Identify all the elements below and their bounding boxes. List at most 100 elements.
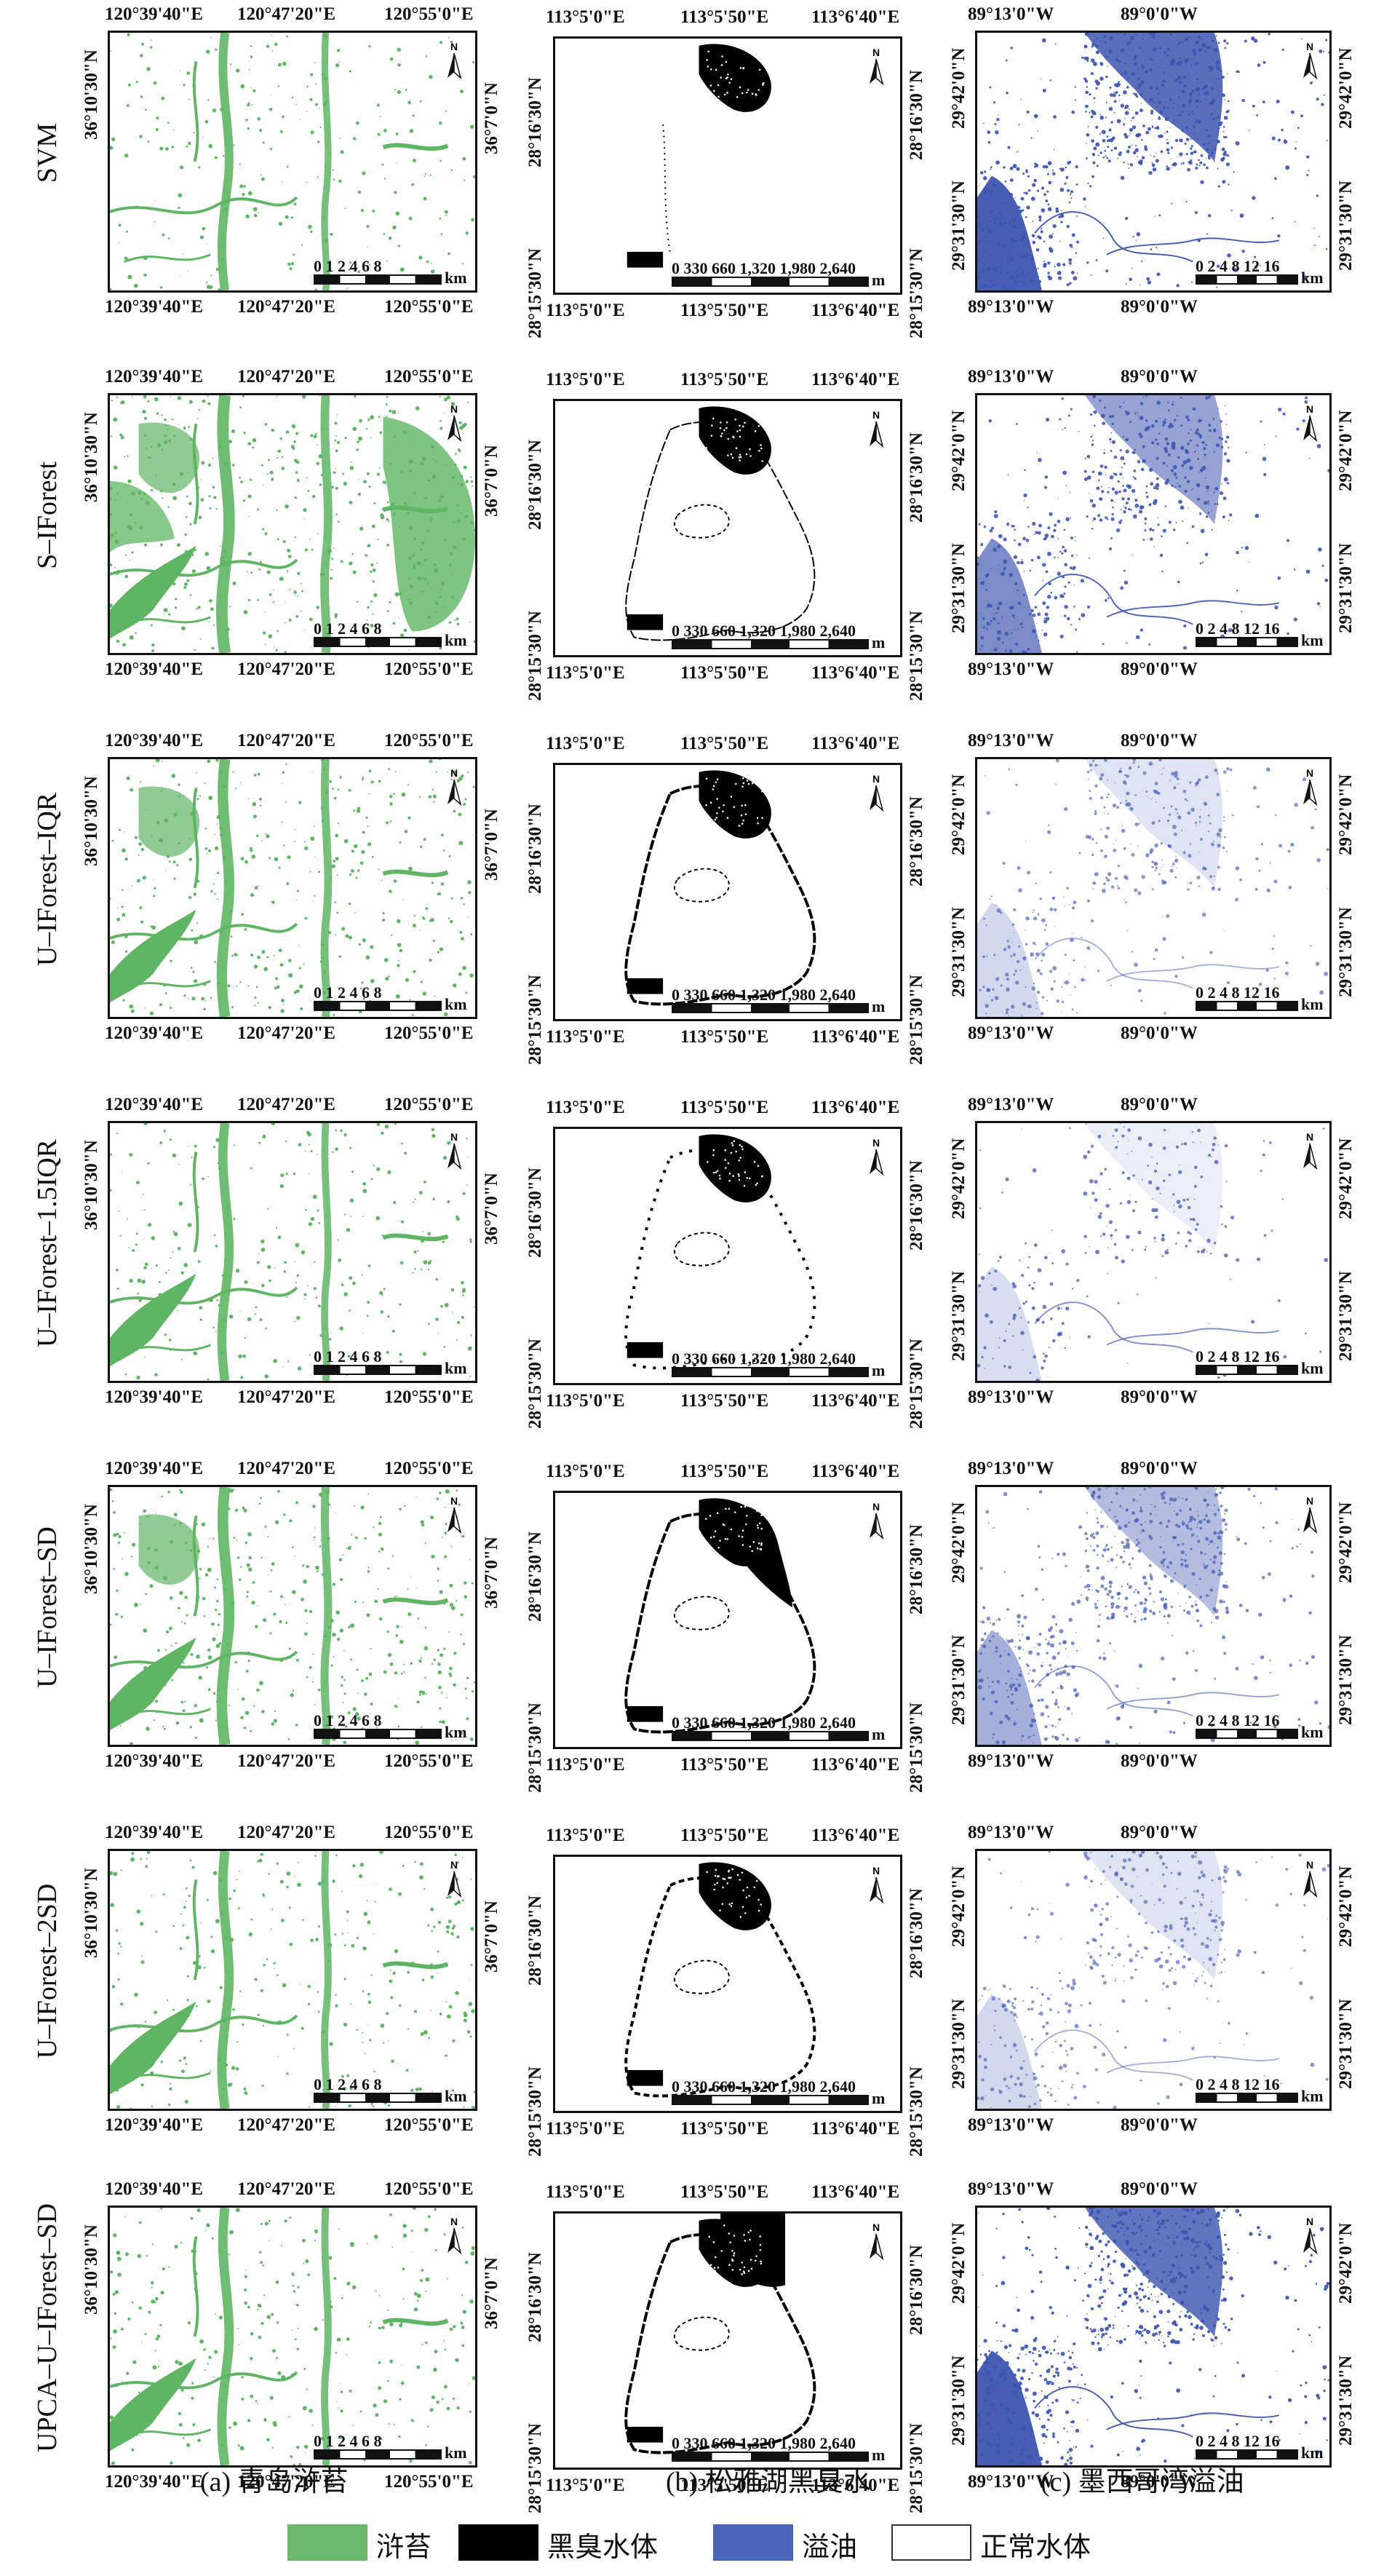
north-arrow-icon: N (442, 1858, 466, 1899)
scale-bar: 0 2 4 8 12 16 km (1196, 257, 1329, 287)
coord-left-c: 29°42'0"N (949, 1138, 969, 1219)
scale-bar-ticks: 0 1 2 4 6 8 (314, 619, 382, 638)
coord-top-b: 113°6'40"E (811, 7, 900, 27)
coord-top-b: 113°5'50"E (680, 1826, 769, 1845)
coord-top-c: 89°0'0"W (1121, 367, 1198, 387)
svg-text:N: N (872, 773, 880, 785)
coord-top-c: 89°0'0"W (1121, 731, 1198, 750)
coord-right-b: 28°15'30"N (907, 611, 926, 701)
scale-bar-ticks: 0 330 660 1,320 1,980 2,640 (672, 1713, 856, 1732)
map-blackwater (624, 1134, 816, 1370)
svg-text:N: N (1306, 41, 1313, 52)
coord-top-c: 89°0'0"W (1121, 2179, 1198, 2199)
coord-right-a: 36°7'0"N (482, 809, 501, 881)
coord-top-b: 113°5'0"E (546, 7, 625, 27)
scale-bar-unit: km (1301, 269, 1324, 287)
coord-left-b: 28°15'30"N (525, 248, 545, 338)
legend-label-normal-water: 正常水体 (980, 2532, 1091, 2563)
coord-bottom-c: 89°13'0"W (968, 1023, 1054, 1043)
legend: 浒苔 黑臭水体 溢油 正常水体 (0, 2521, 1376, 2565)
coord-right-c: 29°31'30"N (1336, 543, 1356, 633)
map-frame: N 0 330 660 1,320 1,980 2,640 m (553, 763, 902, 1021)
scale-bar-ticks: 0 1 2 4 6 8 (314, 983, 382, 1002)
coord-bottom-b: 113°5'50"E (680, 2119, 769, 2139)
scale-bar-graphic (314, 1729, 442, 1739)
coord-top-a: 120°55'0"E (384, 1459, 474, 1478)
coord-right-c: 29°31'30"N (1336, 1999, 1356, 2089)
north-arrow-icon: N (864, 46, 888, 87)
coord-bottom-c: 89°13'0"W (968, 1751, 1054, 1771)
coord-left-c: 29°31'30"N (949, 181, 969, 271)
coord-left-b: 28°15'30"N (525, 2423, 545, 2513)
coord-bottom-a: 120°39'40"E (105, 297, 203, 317)
scale-bar-graphic (672, 1367, 869, 1377)
legend-swatch-oil (713, 2524, 793, 2561)
scale-bar-unit: m (872, 2446, 886, 2464)
method-label: U–IForest–2SD (0, 1818, 95, 2124)
coord-top-b: 113°5'50"E (680, 734, 769, 753)
north-arrow-icon: N (864, 408, 888, 449)
svg-text:N: N (450, 1495, 458, 1507)
coord-left-b: 28°15'30"N (525, 1703, 545, 1793)
coord-top-a: 120°39'40"E (105, 1823, 203, 1842)
coord-top-a: 120°55'0"E (384, 1095, 474, 1114)
scale-bar-ticks: 0 1 2 4 6 8 (314, 1347, 382, 1366)
result-row: U–IForest–IQR N 0 1 2 4 6 8 km 120°39'40"E 12… (0, 726, 1376, 1076)
scale-bar-graphic (672, 1731, 869, 1741)
map-algae (110, 759, 475, 1017)
scale-bar-graphic (672, 2095, 869, 2105)
scale-bar: 0 330 660 1,320 1,980 2,640 m (672, 259, 900, 289)
coord-top-b: 113°5'0"E (546, 1462, 625, 1481)
coord-top-b: 113°5'50"E (680, 7, 769, 27)
scale-bar: 0 1 2 4 6 8 km (314, 1711, 474, 1741)
coord-right-c: 29°31'30"N (1336, 1271, 1356, 1361)
coord-bottom-b: 113°5'50"E (680, 2476, 769, 2495)
scale-bar: 0 330 660 1,320 1,980 2,640 m (672, 1350, 900, 1379)
map-oil (977, 1851, 1329, 2109)
method-label: U–IForest–1.5IQR (0, 1090, 95, 1396)
coord-top-c: 89°13'0"W (968, 731, 1054, 750)
map-frame: N 0 1 2 4 6 8 km (108, 393, 477, 655)
north-arrow-icon: N (1297, 1130, 1322, 1171)
panel-oil: N 0 2 4 8 12 16 km 89°13'0"W 89°0'0"W 89°13'0… (946, 726, 1376, 1076)
scale-bar-graphic (314, 2449, 442, 2460)
map-blackwater (625, 406, 816, 641)
north-arrow-icon: N (1297, 766, 1322, 807)
scale-bar-graphic (314, 637, 442, 647)
method-label-text: U–IForest–IQR (32, 792, 63, 967)
method-label: U–IForest–SD (0, 1454, 95, 1760)
coord-right-a: 36°7'0"N (482, 1537, 501, 1609)
scale-bar: 0 1 2 4 6 8 km (314, 1347, 474, 1377)
map-frame: N 0 1 2 4 6 8 km (108, 1849, 477, 2111)
coord-right-c: 29°31'30"N (1336, 1635, 1356, 1725)
coord-left-a: 36°10'30"N (81, 1868, 101, 1958)
scale-bar-graphic (672, 2452, 869, 2462)
coord-left-c: 29°42'0"N (949, 2222, 969, 2304)
coord-bottom-a: 120°39'40"E (105, 659, 203, 679)
coord-right-b: 28°16'30"N (907, 796, 926, 887)
map-frame: N 0 2 4 8 12 16 km (975, 1121, 1332, 1383)
coord-top-c: 89°13'0"W (968, 4, 1054, 24)
map-oil (977, 759, 1329, 1017)
scale-bar-graphic (1196, 1365, 1298, 1375)
scale-bar-unit: km (1301, 2087, 1324, 2105)
legend-label-oil: 溢油 (802, 2532, 858, 2563)
scale-bar: 0 1 2 4 6 8 km (314, 2075, 474, 2105)
coord-right-c: 29°42'0"N (1336, 47, 1356, 129)
north-arrow-icon: N (442, 1494, 466, 1535)
coord-bottom-b: 113°5'0"E (546, 2119, 625, 2139)
map-blackwater (624, 2214, 816, 2454)
map-oil (977, 2208, 1329, 2465)
coord-right-a: 36°7'0"N (482, 82, 501, 154)
coord-left-c: 29°42'0"N (949, 47, 969, 129)
coord-bottom-a: 120°55'0"E (384, 2115, 474, 2135)
coord-right-a: 36°7'0"N (482, 1901, 501, 1973)
scale-bar-ticks: 0 1 2 4 6 8 (314, 2075, 382, 2093)
coord-left-c: 29°42'0"N (949, 1866, 969, 1947)
scale-bar-unit: km (445, 995, 467, 1013)
scale-bar: 0 2 4 8 12 16 km (1196, 2075, 1329, 2105)
coord-right-c: 29°42'0"N (1336, 2222, 1356, 2304)
scale-bar-ticks: 0 2 4 8 12 16 (1196, 2075, 1280, 2093)
coord-top-a: 120°39'40"E (105, 1459, 203, 1478)
coord-right-b: 28°16'30"N (907, 2245, 926, 2335)
